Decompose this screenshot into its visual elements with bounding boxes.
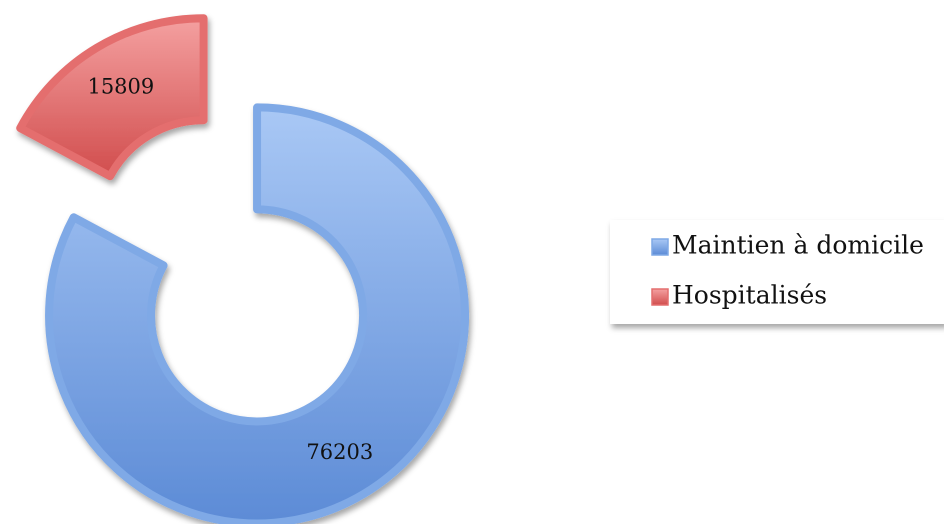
doughnut-segment	[45, 103, 469, 528]
data-label: 15809	[87, 75, 154, 99]
data-label: 76203	[306, 440, 373, 464]
legend-label: Hospitalisés	[672, 281, 827, 310]
legend-box	[610, 220, 944, 324]
doughnut-segment	[16, 14, 208, 181]
legend-swatch	[651, 238, 669, 256]
legend-swatch	[651, 288, 669, 306]
legend-label: Maintien à domicile	[672, 231, 924, 260]
